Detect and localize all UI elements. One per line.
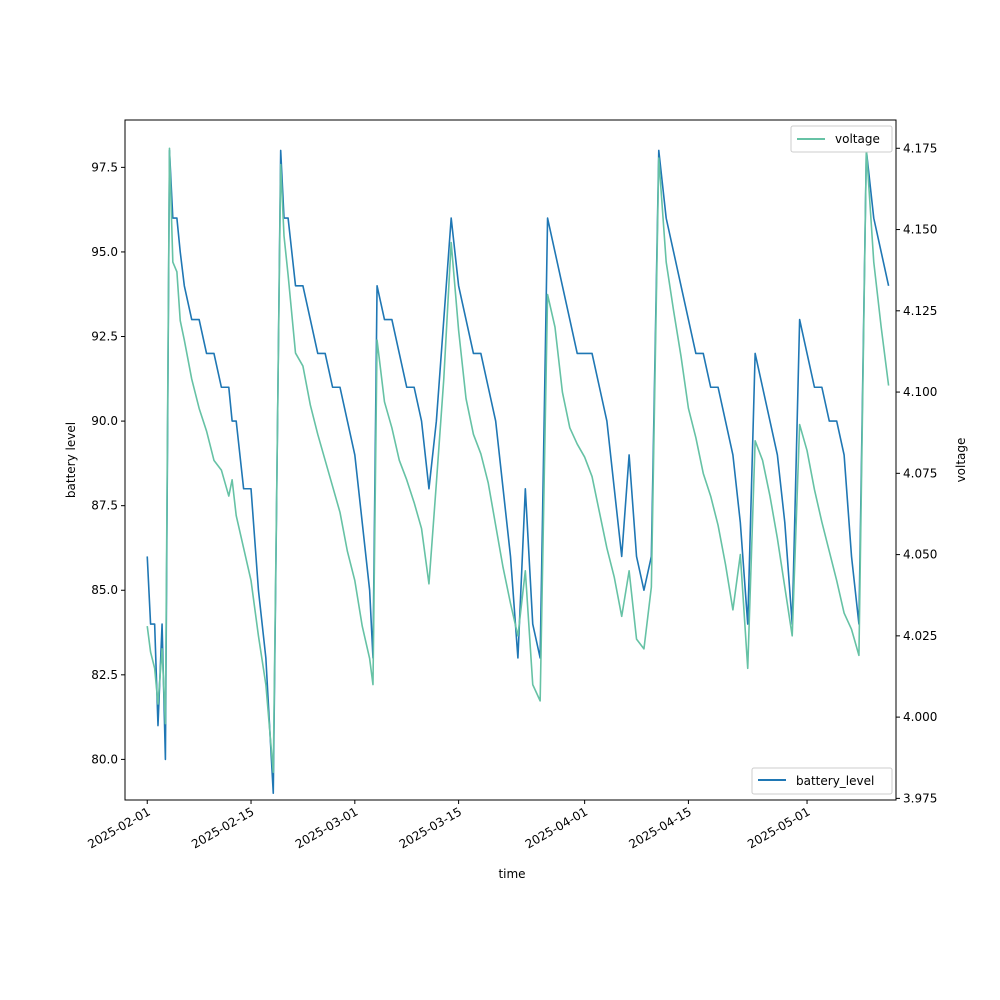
y-right-tick-label: 4.150 bbox=[903, 223, 937, 237]
y-left-tick-label: 90.0 bbox=[91, 414, 118, 428]
legend-voltage-box bbox=[790, 125, 893, 153]
y-axis-right-label: voltage bbox=[954, 438, 968, 483]
y-right-tick-label: 3.975 bbox=[903, 791, 937, 805]
y-right-tick-label: 4.050 bbox=[903, 548, 937, 562]
battery_level-line bbox=[146, 149, 890, 795]
y-right-tick-label: 4.175 bbox=[903, 141, 937, 155]
y-axis-right-ticks: 3.975 4.000 4.025 4.050 4.075 4.100 4.125 4.150… bbox=[896, 141, 937, 805]
y-left-tick-label: 85.0 bbox=[91, 583, 118, 597]
y-axis-left-label: battery level bbox=[64, 422, 78, 498]
y-right-tick-label: 4.075 bbox=[903, 466, 937, 480]
y-left-tick-label: 80.0 bbox=[91, 752, 118, 766]
voltage-line bbox=[146, 147, 890, 774]
y-left-tick-label: 92.5 bbox=[91, 330, 118, 344]
legend-battery-level: battery_level bbox=[751, 767, 893, 795]
legend-battery-level-label: battery_level bbox=[796, 774, 874, 788]
battery-level-series bbox=[146, 149, 890, 795]
y-right-tick-label: 4.025 bbox=[903, 629, 937, 643]
x-axis-label: time bbox=[498, 867, 525, 881]
voltage-series bbox=[146, 147, 890, 774]
y-right-tick-label: 4.100 bbox=[903, 385, 937, 399]
y-axis-left-ticks: 80.0 82.5 85.0 87.5 90.0 92.5 95.0 97.5 bbox=[91, 160, 125, 766]
y-left-tick-label: 87.5 bbox=[91, 499, 118, 513]
legend-battery-level-box bbox=[751, 767, 893, 795]
plot-frame bbox=[124, 119, 897, 801]
legend-voltage-label: voltage bbox=[835, 132, 880, 146]
y-right-tick-label: 4.125 bbox=[903, 304, 937, 318]
y-left-tick-label: 82.5 bbox=[91, 668, 118, 682]
y-left-tick-label: 97.5 bbox=[91, 160, 118, 174]
y-right-tick-label: 4.000 bbox=[903, 710, 937, 724]
y-left-tick-label: 95.0 bbox=[91, 245, 118, 259]
legend-voltage: voltage bbox=[790, 125, 893, 153]
